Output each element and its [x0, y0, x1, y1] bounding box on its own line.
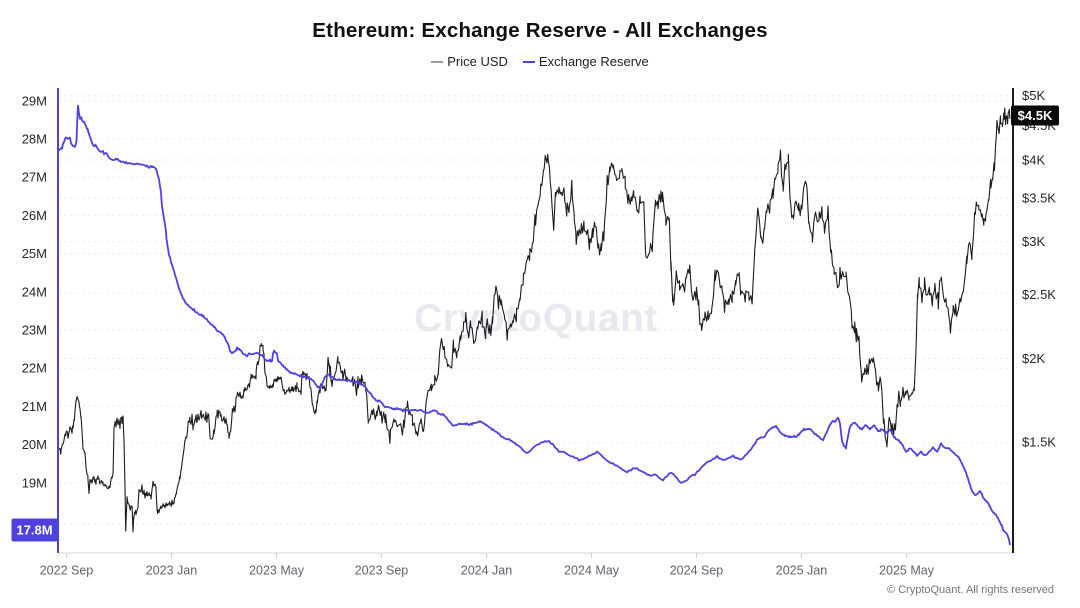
- svg-text:$2.5K: $2.5K: [1022, 287, 1056, 302]
- svg-text:22M: 22M: [22, 361, 47, 376]
- svg-text:24M: 24M: [22, 284, 47, 299]
- svg-text:$4K: $4K: [1022, 153, 1045, 168]
- svg-text:17.8M: 17.8M: [16, 523, 52, 538]
- svg-text:2025 May: 2025 May: [879, 564, 935, 578]
- svg-text:2023 Jan: 2023 Jan: [146, 564, 197, 578]
- svg-text:2023 Sep: 2023 Sep: [355, 564, 409, 578]
- svg-text:23M: 23M: [22, 323, 47, 338]
- svg-text:26M: 26M: [22, 208, 47, 223]
- svg-text:2025 Jan: 2025 Jan: [776, 564, 827, 578]
- svg-text:28M: 28M: [22, 132, 47, 147]
- svg-text:25M: 25M: [22, 246, 47, 261]
- svg-text:2024 Jan: 2024 Jan: [461, 564, 512, 578]
- svg-text:29M: 29M: [22, 93, 47, 108]
- svg-text:27M: 27M: [22, 170, 47, 185]
- svg-text:$2K: $2K: [1022, 351, 1045, 366]
- svg-text:CryptoQuant: CryptoQuant: [414, 297, 658, 340]
- svg-text:2024 May: 2024 May: [564, 564, 620, 578]
- svg-text:© CryptoQuant. All rights rese: © CryptoQuant. All rights reserved: [887, 584, 1054, 596]
- svg-text:$3K: $3K: [1022, 234, 1045, 249]
- svg-text:$4.5K: $4.5K: [1018, 108, 1053, 123]
- svg-text:2023 May: 2023 May: [249, 564, 305, 578]
- svg-text:$5K: $5K: [1022, 88, 1045, 103]
- svg-text:21M: 21M: [22, 399, 47, 414]
- svg-text:$1.5K: $1.5K: [1022, 435, 1056, 450]
- svg-text:19M: 19M: [22, 475, 47, 490]
- svg-text:2022 Sep: 2022 Sep: [40, 564, 94, 578]
- svg-text:2024 Sep: 2024 Sep: [670, 564, 724, 578]
- svg-text:20M: 20M: [22, 437, 47, 452]
- svg-text:$3.5K: $3.5K: [1022, 191, 1056, 206]
